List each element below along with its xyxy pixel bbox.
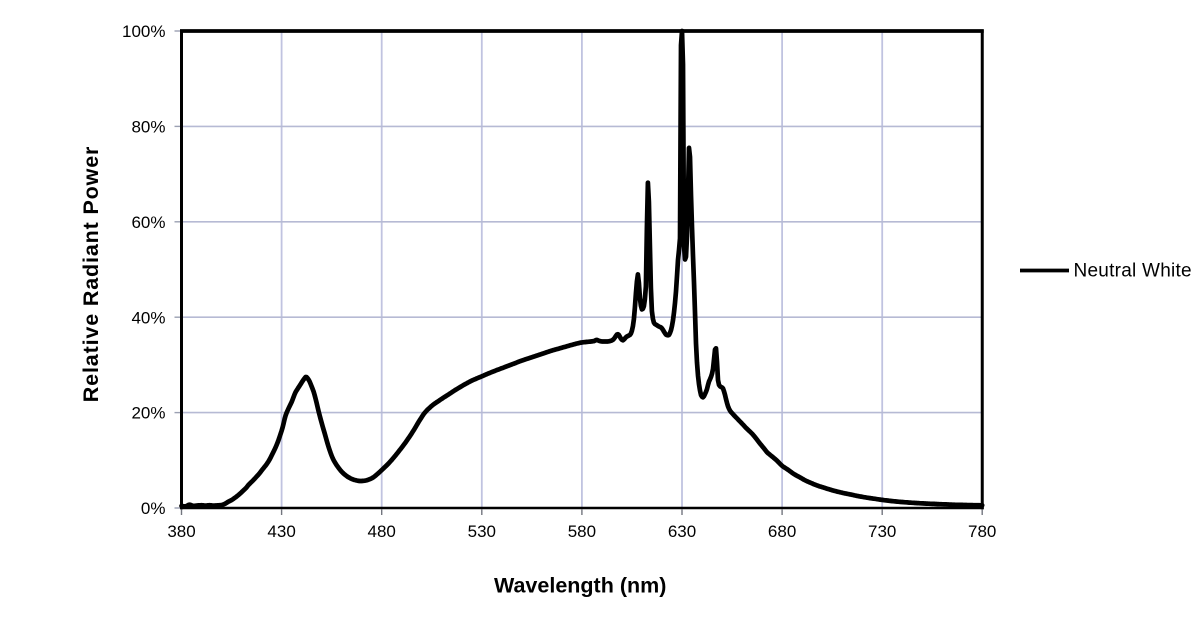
svg-text:0%: 0% [141, 499, 166, 518]
svg-text:Relative Radiant Power: Relative Radiant Power [79, 146, 103, 402]
svg-text:60%: 60% [131, 213, 165, 232]
svg-text:20%: 20% [131, 404, 165, 423]
svg-text:680: 680 [768, 522, 796, 541]
svg-text:80%: 80% [131, 118, 165, 137]
svg-text:40%: 40% [131, 308, 165, 327]
svg-text:780: 780 [968, 522, 996, 541]
svg-text:530: 530 [468, 522, 496, 541]
svg-text:480: 480 [368, 522, 396, 541]
svg-text:100%: 100% [122, 22, 165, 41]
svg-text:Wavelength (nm): Wavelength (nm) [494, 574, 666, 598]
svg-text:430: 430 [267, 522, 295, 541]
svg-text:730: 730 [868, 522, 896, 541]
svg-text:580: 580 [568, 522, 596, 541]
svg-text:380: 380 [167, 522, 195, 541]
svg-text:Neutral White: Neutral White [1074, 261, 1192, 282]
svg-text:630: 630 [668, 522, 696, 541]
